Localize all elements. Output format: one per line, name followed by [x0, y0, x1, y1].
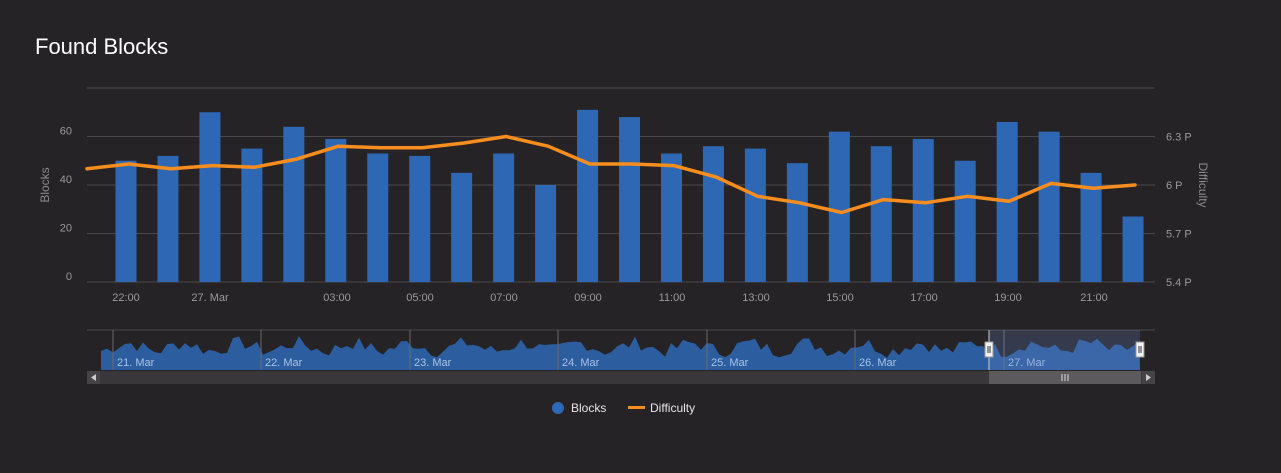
blocks-bar[interactable]: [241, 148, 263, 282]
blocks-bar[interactable]: [115, 160, 137, 282]
navigator[interactable]: 21. Mar 22. Mar 23. Mar 24. Mar 25. Mar 26. M…: [87, 329, 1155, 370]
x-tick-label: 09:00: [574, 292, 602, 304]
legend-item-difficulty[interactable]: Difficulty: [628, 401, 695, 415]
blocks-bar[interactable]: [325, 138, 347, 282]
blocks-bar[interactable]: [367, 153, 389, 282]
blocks-bar[interactable]: [493, 153, 515, 282]
y-axis-right: 5.4 P 5.7 P 6 P 6.3 P: [1166, 132, 1192, 290]
x-tick-label: 13:00: [742, 292, 770, 304]
blocks-bar[interactable]: [954, 160, 976, 282]
blocks-series[interactable]: [115, 109, 1144, 282]
y-tick-left: 0: [66, 271, 72, 283]
scrollbar-track[interactable]: [87, 371, 1155, 384]
y-tick-right: 6 P: [1166, 180, 1183, 192]
y-axis-left: 0 20 40 60: [60, 126, 72, 284]
legend-blocks-label: Blocks: [571, 401, 606, 415]
blocks-bar[interactable]: [451, 172, 473, 282]
x-tick-label: 05:00: [406, 292, 434, 304]
y-tick-right: 5.7 P: [1166, 229, 1192, 241]
navigator-selection[interactable]: [989, 330, 1140, 370]
scrollbar[interactable]: [87, 371, 1155, 384]
navigator-day-label: 27. Mar: [1008, 357, 1046, 369]
blocks-bar[interactable]: [912, 138, 934, 282]
x-tick-label: 15:00: [826, 292, 854, 304]
legend-blocks-marker: [552, 402, 564, 414]
y-tick-left: 60: [60, 126, 72, 138]
x-tick-label: 07:00: [490, 292, 518, 304]
y-tick-right: 5.4 P: [1166, 277, 1192, 289]
legend-difficulty-marker: [628, 406, 645, 409]
navigator-day-label: 26. Mar: [859, 357, 897, 369]
x-axis: 22:00 27. Mar 03:00 05:00 07:00 09:00 11:00 13:…: [112, 292, 1108, 304]
x-tick-label: 03:00: [323, 292, 351, 304]
chart-title: Found Blocks: [35, 34, 169, 59]
y-tick-right: 6.3 P: [1166, 132, 1192, 144]
x-tick-label: 11:00: [659, 292, 686, 304]
blocks-bar[interactable]: [870, 146, 892, 282]
blocks-bar[interactable]: [786, 163, 808, 282]
legend-item-blocks[interactable]: Blocks: [552, 401, 606, 415]
blocks-bar[interactable]: [828, 131, 850, 282]
blocks-bar[interactable]: [157, 155, 179, 282]
x-tick-label: 22:00: [112, 292, 140, 304]
scroll-left-icon: [91, 374, 96, 381]
x-tick-label: 21:00: [1080, 292, 1108, 304]
navigator-day-label: 23. Mar: [414, 357, 452, 369]
y-tick-left: 20: [60, 223, 72, 235]
blocks-bar[interactable]: [283, 126, 305, 282]
navigator-area: [101, 336, 1140, 370]
navigator-handle[interactable]: [984, 341, 994, 358]
navigator-day-label: 22. Mar: [265, 357, 303, 369]
scroll-right-icon: [1146, 374, 1151, 381]
navigator-day-label: 21. Mar: [117, 357, 155, 369]
blocks-bar[interactable]: [199, 112, 221, 282]
blocks-bar[interactable]: [619, 117, 641, 282]
blocks-bar[interactable]: [535, 185, 557, 282]
y-axis-left-title: Blocks: [38, 167, 52, 202]
blocks-bar[interactable]: [409, 155, 431, 282]
y-tick-left: 40: [60, 174, 72, 186]
blocks-bar[interactable]: [1122, 216, 1144, 282]
difficulty-line[interactable]: [85, 134, 1137, 215]
navigator-handle[interactable]: [1135, 341, 1145, 358]
blocks-bar[interactable]: [577, 109, 599, 282]
legend-difficulty-label: Difficulty: [650, 401, 695, 415]
x-tick-label: 17:00: [910, 292, 938, 304]
navigator-day-label: 25. Mar: [711, 357, 749, 369]
y-axis-right-title: Difficulty: [1196, 162, 1210, 207]
x-tick-label: 27. Mar: [191, 292, 229, 304]
navigator-day-label: 24. Mar: [562, 357, 600, 369]
blocks-bar[interactable]: [702, 146, 724, 282]
blocks-bar[interactable]: [1038, 131, 1060, 282]
blocks-bar[interactable]: [1080, 172, 1102, 282]
legend: Blocks Difficulty: [552, 401, 695, 415]
blocks-bar[interactable]: [744, 148, 766, 282]
blocks-bar[interactable]: [660, 153, 682, 282]
difficulty-series[interactable]: [85, 134, 1137, 215]
x-tick-label: 19:00: [994, 292, 1022, 304]
